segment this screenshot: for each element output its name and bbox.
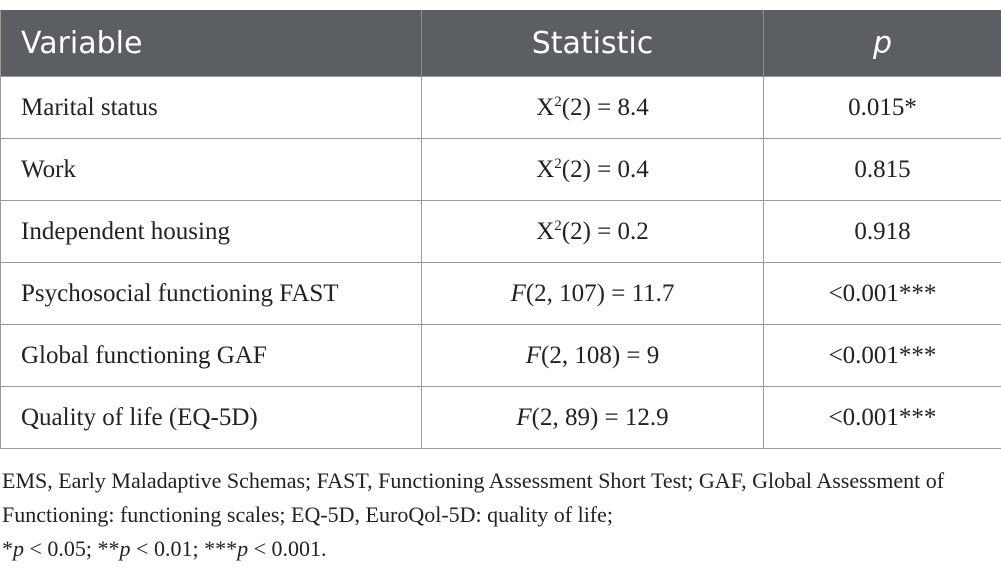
stat-value: (2, 108) = 9 <box>541 341 660 369</box>
cell-variable: Global functioning GAF <box>0 324 422 387</box>
cell-statistic: F(2, 108) = 9 <box>421 324 764 387</box>
stat-symbol: F <box>516 403 532 431</box>
stat-value: (2) = 8.4 <box>561 93 649 121</box>
table-row: Global functioning GAF F(2, 108) = 9 <0.… <box>0 324 1001 387</box>
sig-threshold: < 0.001. <box>248 536 327 561</box>
header-statistic: Statistic <box>421 10 764 77</box>
cell-variable: Quality of life (EQ-5D) <box>0 386 422 449</box>
stat-symbol: F <box>510 279 526 307</box>
table-row: Quality of life (EQ-5D) F(2, 89) = 12.9 … <box>0 386 1001 449</box>
table-header-row: Variable Statistic p <box>0 10 1001 77</box>
cell-p: 0.815 <box>763 138 1001 201</box>
cell-variable: Independent housing <box>0 200 422 263</box>
cell-p: 0.015* <box>763 76 1001 139</box>
sig-star: * <box>2 536 13 561</box>
cell-p: <0.001*** <box>763 324 1001 387</box>
sig-p: p <box>119 536 131 561</box>
table-row: Psychosocial functioning FAST F(2, 107) … <box>0 262 1001 325</box>
sig-threshold: < 0.05; <box>24 536 98 561</box>
table-row: Marital status X2(2) = 8.4 0.015* <box>0 76 1001 139</box>
cell-variable: Psychosocial functioning FAST <box>0 262 422 325</box>
cell-p: <0.001*** <box>763 262 1001 325</box>
stat-superscript: 2 <box>554 217 562 234</box>
stat-value: (2) = 0.4 <box>561 155 649 183</box>
stat-symbol: X <box>536 155 555 183</box>
stat-superscript: 2 <box>554 155 562 172</box>
header-variable: Variable <box>0 10 422 77</box>
cell-statistic: F(2, 89) = 12.9 <box>421 386 764 449</box>
stat-value: (2, 107) = 11.7 <box>525 279 675 307</box>
header-p: p <box>763 10 1001 77</box>
table-footnote: EMS, Early Maladaptive Schemas; FAST, Fu… <box>2 464 992 566</box>
stat-value: (2) = 0.2 <box>561 217 649 245</box>
cell-statistic: F(2, 107) = 11.7 <box>421 262 764 325</box>
stat-symbol: F <box>525 341 542 369</box>
cell-p: <0.001*** <box>763 386 1001 449</box>
sig-star: ** <box>97 536 120 561</box>
table-row: Work X2(2) = 0.4 0.815 <box>0 138 1001 201</box>
sig-p: p <box>13 536 24 561</box>
footnote-abbreviations: EMS, Early Maladaptive Schemas; FAST, Fu… <box>2 468 945 527</box>
stat-value: (2, 89) = 12.9 <box>531 403 669 431</box>
cell-statistic: X2(2) = 0.4 <box>421 138 764 201</box>
cell-statistic: X2(2) = 8.4 <box>421 76 764 139</box>
table-row: Independent housing X2(2) = 0.2 0.918 <box>0 200 1001 263</box>
cell-statistic: X2(2) = 0.2 <box>421 200 764 263</box>
stat-symbol: X <box>536 217 555 245</box>
cell-variable: Marital status <box>0 76 422 139</box>
sig-threshold: < 0.01; <box>130 536 205 561</box>
results-table: Variable Statistic p Marital status X2(2… <box>0 10 1001 449</box>
sig-p: p <box>237 536 249 561</box>
stat-superscript: 2 <box>554 93 562 110</box>
cell-variable: Work <box>0 138 422 201</box>
footnote-significance: *p < 0.05; **p < 0.01; ***p < 0.001. <box>2 532 992 566</box>
stat-symbol: X <box>536 93 555 121</box>
sig-star: *** <box>204 536 238 561</box>
cell-p: 0.918 <box>763 200 1001 263</box>
